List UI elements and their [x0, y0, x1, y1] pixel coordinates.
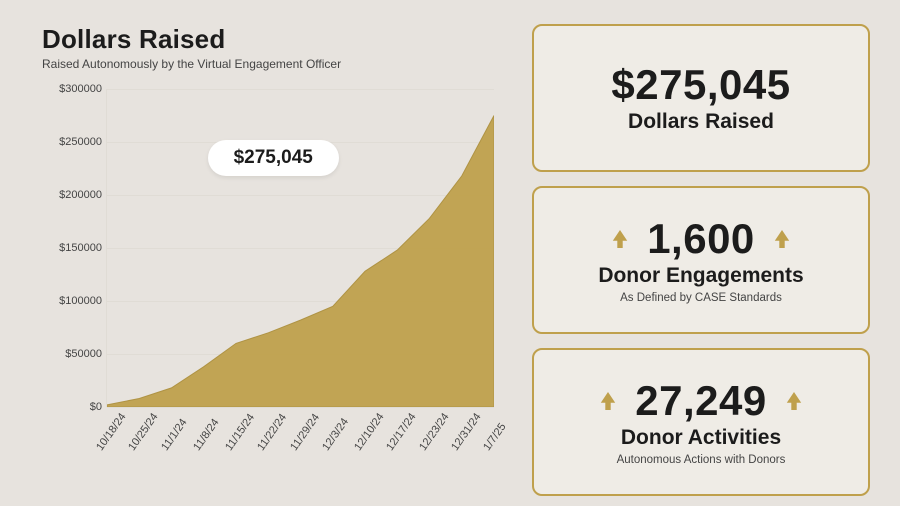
- y-tick-label: $300000: [50, 83, 102, 95]
- card-value: 1,600: [647, 218, 755, 260]
- x-tick-label: 12/17/24: [384, 411, 418, 453]
- y-tick-label: $50000: [50, 348, 102, 360]
- x-axis-labels: 10/18/2410/25/2411/1/2411/8/2411/15/2411…: [106, 413, 494, 473]
- value-badge: $275,045: [208, 140, 339, 176]
- card-donor-activities: 27,249 Donor Activities Autonomous Actio…: [532, 348, 870, 496]
- dashboard: Dollars Raised Raised Autonomously by th…: [0, 0, 900, 506]
- x-tick-label: 11/29/24: [288, 412, 322, 453]
- card-donor-engagements: 1,600 Donor Engagements As Defined by CA…: [532, 186, 870, 334]
- y-tick-label: $0: [50, 401, 102, 413]
- x-tick-label: 12/31/24: [449, 411, 483, 453]
- x-tick-label: 1/7/25: [481, 421, 508, 453]
- card-label: Donor Activities: [621, 426, 781, 450]
- x-tick-label: 11/8/24: [191, 417, 221, 453]
- card-note: As Defined by CASE Standards: [620, 292, 782, 304]
- up-arrow-icon: [785, 390, 803, 412]
- x-tick-label: 12/10/24: [352, 411, 386, 453]
- x-tick-label: 11/1/24: [159, 417, 189, 453]
- chart-title: Dollars Raised: [42, 24, 502, 55]
- x-tick-label: 12/3/24: [320, 416, 351, 453]
- chart-panel: Dollars Raised Raised Autonomously by th…: [42, 24, 502, 496]
- metrics-cards: $275,045 Dollars Raised 1,600 Donor Enga…: [532, 24, 870, 496]
- x-tick-label: 11/22/24: [255, 412, 289, 453]
- x-tick-label: 11/15/24: [223, 412, 257, 453]
- y-tick-label: $250000: [50, 136, 102, 148]
- y-tick-label: $100000: [50, 295, 102, 307]
- card-dollars-raised: $275,045 Dollars Raised: [532, 24, 870, 172]
- plot-area: $275,045: [106, 89, 494, 407]
- card-value: 27,249: [635, 380, 766, 422]
- chart-subtitle: Raised Autonomously by the Virtual Engag…: [42, 57, 502, 71]
- x-tick-label: 10/18/24: [94, 411, 128, 453]
- card-note: Autonomous Actions with Donors: [617, 454, 786, 466]
- up-arrow-icon: [773, 228, 791, 250]
- y-tick-label: $150000: [50, 242, 102, 254]
- area-chart-svg: [107, 89, 494, 407]
- up-arrow-icon: [599, 390, 617, 412]
- y-tick-label: $200000: [50, 189, 102, 201]
- chart-plot: $0$50000$100000$150000$200000$250000$300…: [50, 89, 502, 429]
- x-tick-label: 12/23/24: [417, 411, 451, 453]
- card-label: Donor Engagements: [598, 264, 803, 288]
- card-value: $275,045: [611, 64, 790, 106]
- x-tick-label: 10/25/24: [126, 411, 160, 453]
- card-label: Dollars Raised: [628, 110, 774, 134]
- up-arrow-icon: [611, 228, 629, 250]
